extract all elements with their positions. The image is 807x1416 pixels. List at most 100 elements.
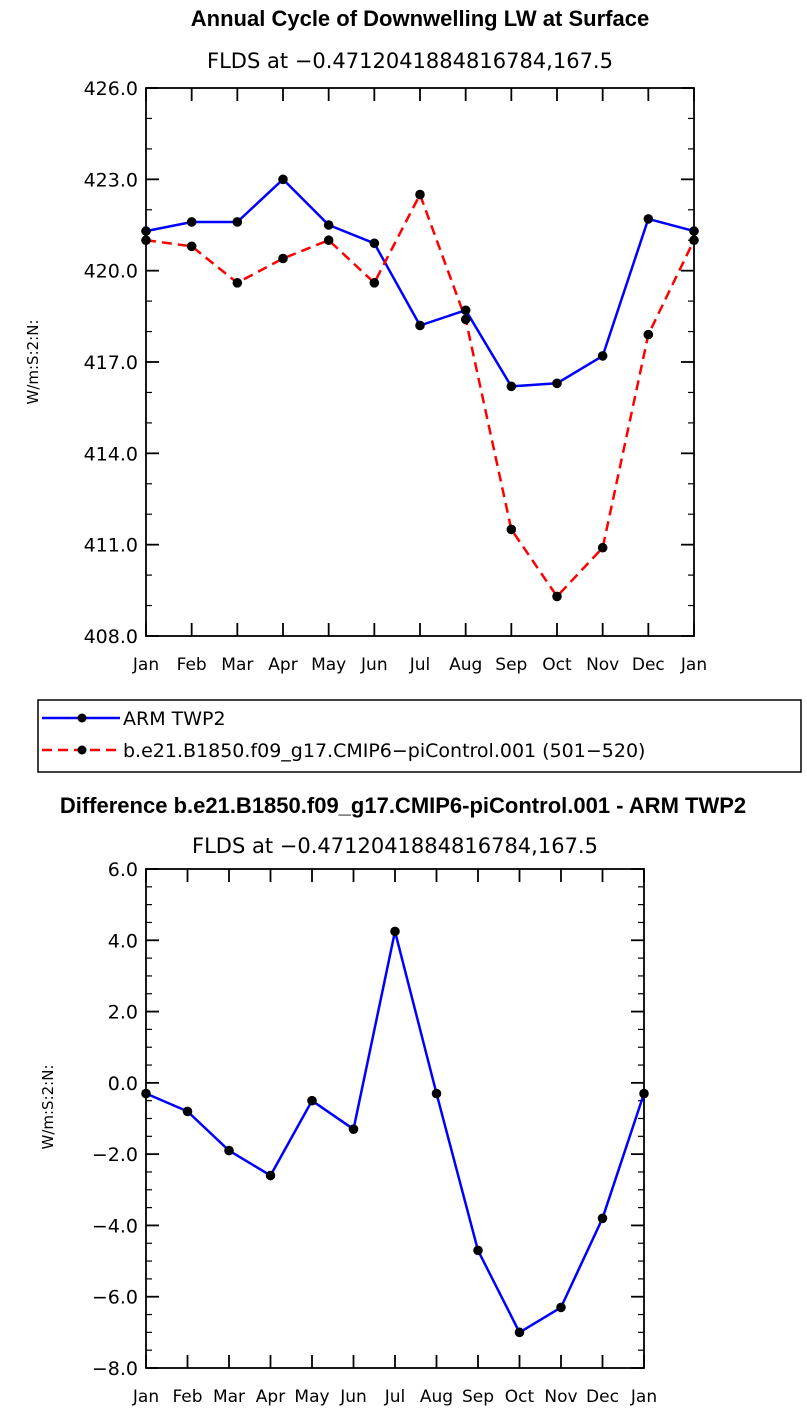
- chart1-series-1-point: [552, 591, 562, 602]
- chart1-series-1-point: [323, 235, 334, 246]
- chart1-series-1-point: [232, 278, 243, 288]
- chart1-series-0-point: [460, 305, 471, 316]
- chart2-frame: [145, 868, 645, 1369]
- chart1-series-0-point: [232, 217, 243, 227]
- chart1-xtick-label: Jan: [132, 655, 159, 675]
- chart1-legend: ARM TWP2 b.e21.B1850.f09_g17.CMIP6−piCon…: [37, 699, 802, 773]
- chart2-ytick-label: 2.0: [108, 1002, 138, 1024]
- chart2-series-0-point: [390, 926, 400, 937]
- chart2-series-0-point: [473, 1245, 483, 1256]
- chart1-xtick-label: Jul: [409, 655, 431, 675]
- chart2-xtick-label: Mar: [213, 1387, 245, 1407]
- chart1-series-1-point: [643, 329, 654, 340]
- chart2-series-0-point: [182, 1106, 193, 1117]
- chart1-series-1-point: [278, 253, 288, 264]
- legend-box: [37, 699, 802, 773]
- legend-label-obs: ARM TWP2: [123, 708, 226, 730]
- chart2-title: Difference b.e21.B1850.f09_g17.CMIP6-piC…: [60, 793, 746, 818]
- chart2-xtick-label: Dec: [586, 1387, 619, 1407]
- chart1-subtitle: FLDS at −0.4712041884816784,167.5: [207, 49, 613, 73]
- chart1-xtick-label: Sep: [495, 655, 527, 675]
- chart2-series-0-point: [141, 1088, 151, 1099]
- chart2-series-0-point: [556, 1302, 566, 1313]
- chart2-series-0-point: [597, 1213, 608, 1224]
- chart1-series-1-point: [597, 542, 608, 553]
- chart1-xtick-label: Oct: [542, 655, 572, 675]
- chart2-ytick-label: −4.0: [92, 1215, 138, 1237]
- chart1-ytick-label: 414.0: [84, 443, 138, 465]
- chart2-xtick-label: May: [294, 1387, 329, 1407]
- chart1-ytick-label: 423.0: [84, 169, 138, 191]
- chart2-xtick-label: Jan: [630, 1387, 657, 1407]
- chart1-plot: 408.0 411.0 414.0 417.0 420.0 423.0 426.0 Jan Fe…: [84, 78, 708, 675]
- chart1-xtick-label: Apr: [268, 655, 297, 675]
- chart2-series-0-point: [307, 1095, 317, 1106]
- chart1-series-1-point: [506, 524, 517, 535]
- chart1-series-0-point: [689, 226, 699, 236]
- chart1-ytick-label: 420.0: [84, 261, 138, 283]
- chart2-ytick-label: 4.0: [108, 930, 138, 952]
- chart1-title: Annual Cycle of Downwelling LW at Surfac…: [191, 6, 649, 31]
- chart2-xtick-label: Sep: [462, 1387, 494, 1407]
- chart1-series-0-point: [278, 174, 288, 185]
- chart1-series-0-point: [141, 226, 151, 236]
- chart1-xtick-label: Mar: [221, 655, 253, 675]
- chart2-ytick-label: −6.0: [92, 1287, 138, 1309]
- chart1-ytick-label: 426.0: [84, 78, 138, 100]
- chart1-xtick-label: Feb: [177, 655, 207, 675]
- legend-marker-obs: [77, 713, 87, 723]
- chart2-series-0-point: [265, 1170, 276, 1181]
- legend-label-model: b.e21.B1850.f09_g17.CMIP6−piControl.001 …: [123, 740, 645, 762]
- chart1-xtick-label: May: [311, 655, 346, 675]
- chart1-frame: [145, 87, 695, 637]
- chart2-xtick-label: Apr: [256, 1387, 285, 1407]
- chart1-series-0-point: [552, 378, 562, 389]
- chart1-series-0-point: [415, 320, 425, 331]
- chart2-subtitle: FLDS at −0.4712041884816784,167.5: [192, 834, 598, 858]
- chart2-xtick-label: Aug: [420, 1387, 453, 1407]
- chart1-series-1-point: [689, 235, 699, 246]
- chart1-series-1-point: [186, 241, 197, 252]
- chart2-xtick-label: Jul: [384, 1387, 406, 1407]
- chart1-series-1-point: [415, 189, 425, 200]
- chart1-ytick-label: 417.0: [84, 352, 138, 374]
- chart2-ytick-label: 6.0: [108, 859, 138, 881]
- chart1-series-0-point: [643, 214, 654, 224]
- chart1-ytick-label: 411.0: [84, 535, 138, 557]
- chart1-xtick-label: Jan: [680, 655, 707, 675]
- chart1-series-1-point: [369, 278, 380, 288]
- chart2-ytick-label: −8.0: [92, 1358, 138, 1380]
- chart1-series-0-point: [323, 220, 334, 230]
- chart1-xtick-label: Aug: [449, 655, 482, 675]
- chart1-xtick-label: Nov: [586, 655, 619, 675]
- chart2-xtick-label: Jun: [339, 1387, 367, 1407]
- chart1-series-0-point: [186, 217, 197, 227]
- chart1-series-0-point: [369, 238, 380, 249]
- chart2-series-0-point: [514, 1327, 525, 1338]
- chart2-xtick-label: Jan: [132, 1387, 159, 1407]
- chart1-series-0-point: [597, 351, 608, 361]
- chart1-ylabel: W/m:S:2:N:: [24, 320, 42, 405]
- chart2-plot: −8.0 −6.0 −4.0 −2.0 0.0 2.0 4.0 6.0 Jan Feb Mar Apr…: [92, 859, 657, 1407]
- chart2-ytick-label: −2.0: [92, 1144, 138, 1166]
- chart1-xtick-label: Dec: [632, 655, 665, 675]
- chart2-series-0-point: [639, 1088, 649, 1099]
- chart1-series-1-point: [460, 314, 471, 325]
- chart2-xtick-label: Nov: [544, 1387, 577, 1407]
- chart2-series-line-0: [145, 930, 646, 1334]
- chart1-series-line-0: [145, 178, 695, 388]
- chart2-series-0-point: [431, 1088, 442, 1099]
- legend-marker-model: [77, 745, 87, 755]
- chart1-ytick-label: 408.0: [84, 626, 138, 648]
- chart2-ytick-label: 0.0: [108, 1073, 138, 1095]
- chart1-series-1-point: [141, 235, 151, 246]
- chart1-xtick-label: Jun: [360, 655, 388, 675]
- chart1-series-line-1: [145, 193, 696, 598]
- chart2-series-0-point: [224, 1145, 234, 1156]
- chart2-xtick-label: Oct: [505, 1387, 535, 1407]
- chart1-series-0-point: [506, 381, 517, 392]
- chart2-series-0-point: [348, 1124, 359, 1134]
- chart2-xtick-label: Feb: [172, 1387, 202, 1407]
- chart2-ylabel: W/m:S:2:N:: [39, 1065, 57, 1150]
